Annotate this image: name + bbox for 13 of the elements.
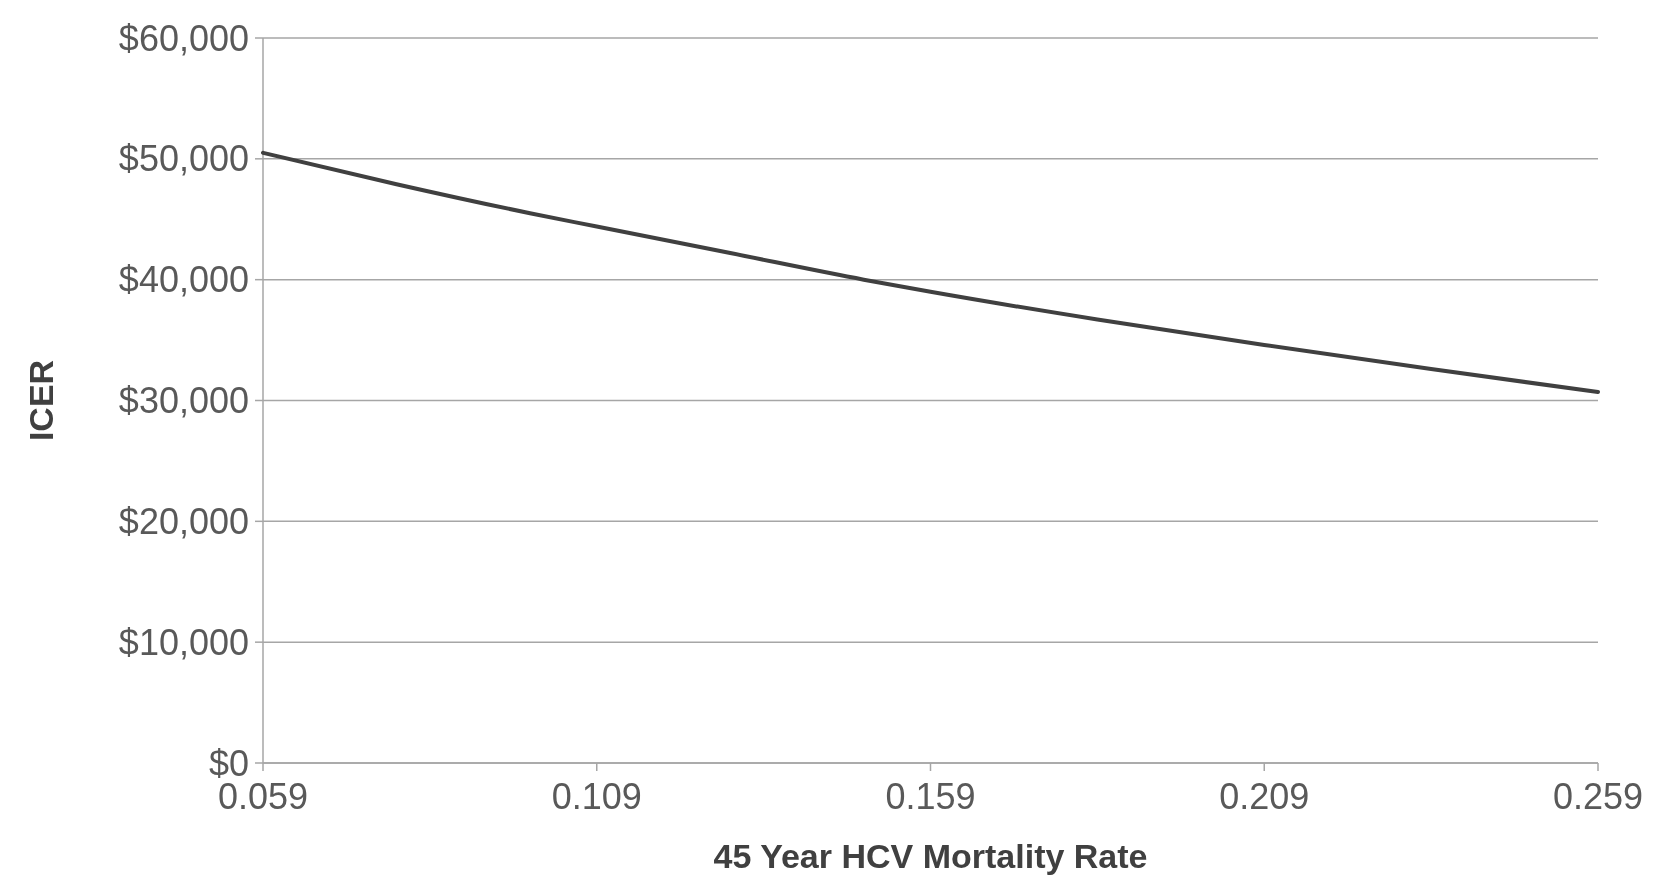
x-tick-label: 0.209 (1219, 776, 1310, 817)
y-tick-label: $60,000 (118, 17, 249, 59)
y-tick-label: $10,000 (118, 621, 249, 663)
x-tick-label: 0.109 (551, 776, 642, 817)
y-axis-title: ICER (22, 359, 60, 442)
y-tick-label: $0 (208, 742, 249, 784)
y-tick-label: $50,000 (118, 138, 249, 180)
y-tick-label: $20,000 (118, 500, 249, 542)
x-tick-label: 0.259 (1552, 776, 1644, 817)
y-tick-label: $40,000 (118, 259, 249, 301)
x-axis-title: 45 Year HCV Mortality Rate (713, 837, 1148, 875)
y-tick-label: $30,000 (118, 380, 249, 422)
x-tick-label: 0.159 (885, 776, 976, 817)
